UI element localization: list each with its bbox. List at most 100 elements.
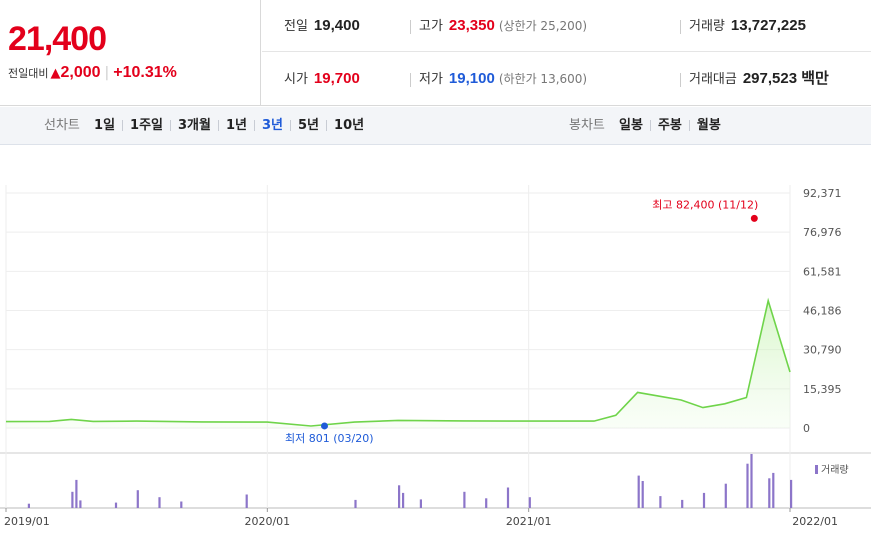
candle-tab-2[interactable]: 주봉 (657, 118, 682, 133)
volume-bar (768, 478, 771, 508)
toolbar-divider (290, 120, 292, 131)
volume-bar (641, 481, 644, 508)
volume-bar (772, 472, 775, 508)
toolbar-divider (688, 120, 690, 131)
volume-bar (27, 503, 30, 508)
high-point (750, 214, 758, 222)
volume-bar (463, 491, 466, 508)
quote-row-2: 시가 19,700 저가 19,100 (하한가 13,600) 거래대금 297,52… (262, 53, 871, 105)
toolbar-divider (217, 120, 219, 131)
quote-value: 297,523 백만 (742, 70, 829, 87)
period-tab-1[interactable]: 1일 (94, 118, 116, 133)
chart-toolbar: 선차트 1일 1주일 3개월 1년 3년 5년 10년 봉차트 일봉 주봉 월봉 (0, 107, 871, 145)
cell-divider (680, 19, 681, 34)
change-percent: +10.31% (113, 64, 177, 81)
quote-cell-low: 저가 19,100 (하한가 13,600) (410, 53, 587, 105)
low-label: 최저 801 (03/20) (285, 432, 374, 445)
y-tick-label: 0 (803, 422, 810, 435)
quote-key: 전일 (284, 19, 308, 34)
quote-value: 19,100 (448, 70, 495, 87)
quote-cell-prev-close: 전일 19,400 (284, 0, 360, 52)
volume-bar (75, 479, 78, 508)
volume-bar (702, 492, 706, 508)
quote-sub: (상한가 25,200) (498, 19, 588, 33)
volume-legend-label: 거래량 (821, 464, 849, 476)
price-chart: 92,371 76,976 61,581 46,186 30,790 15,395 0 최고… (0, 185, 871, 528)
period-tab-5[interactable]: 3년 (262, 118, 284, 133)
period-tab-3[interactable]: 3개월 (178, 118, 211, 133)
quote-value: 13,727,225 (730, 17, 806, 34)
y-tick-label: 61,581 (803, 265, 842, 278)
period-tab-7[interactable]: 10년 (334, 118, 365, 133)
price-area (6, 300, 790, 428)
quote-cell-high: 고가 23,350 (상한가 25,200) (410, 0, 587, 52)
quote-value: 19,700 (313, 70, 360, 87)
volume-bar (398, 485, 401, 508)
y-tick-label: 15,395 (803, 383, 842, 396)
volume-bar (245, 494, 248, 508)
quote-key: 고가 (419, 19, 443, 34)
chart-grid (0, 185, 871, 509)
volume-bar (485, 498, 488, 508)
volume-bar (71, 491, 74, 508)
y-axis: 92,371 76,976 61,581 46,186 30,790 15,395 0 (803, 187, 842, 435)
price-change: 전일대비 ▲2,000 | +10.31% (8, 64, 177, 82)
candle-chart-periods: 봉차트 일봉 주봉 월봉 (569, 107, 721, 145)
line-chart-periods: 선차트 1일 1주일 3개월 1년 3년 5년 10년 (44, 107, 364, 145)
quote-value: 23,350 (448, 17, 495, 34)
candle-chart-title: 봉차트 (569, 118, 605, 133)
period-tab-2[interactable]: 1주일 (130, 118, 164, 133)
volume-bar (659, 496, 662, 508)
cell-divider (410, 19, 411, 34)
quote-grid: 전일 19,400 고가 23,350 (상한가 25,200) 거래량 13,727,… (262, 0, 871, 106)
change-separator: | (104, 65, 110, 81)
quote-header: 21,400 전일대비 ▲2,000 | +10.31% 전일 19,400 고가 23,… (0, 0, 871, 106)
y-tick-label: 76,976 (803, 226, 842, 239)
period-tab-4[interactable]: 1년 (225, 118, 247, 133)
candle-tab-3[interactable]: 월봉 (696, 118, 721, 133)
quote-cell-volume: 거래량 13,727,225 (680, 0, 806, 52)
toolbar-divider (649, 120, 651, 131)
volume-bar (136, 490, 139, 508)
change-label: 전일대비 (8, 67, 49, 80)
volume-bar (681, 499, 684, 508)
quote-row-1: 전일 19,400 고가 23,350 (상한가 25,200) 거래량 13,727,… (262, 0, 871, 52)
line-chart-title: 선차트 (44, 118, 80, 133)
toolbar-divider (122, 120, 124, 131)
quote-key: 거래량 (689, 19, 725, 34)
toolbar-divider (170, 120, 172, 131)
y-tick-label: 46,186 (803, 305, 842, 318)
quote-key: 저가 (419, 72, 443, 87)
change-amount: 2,000 (60, 64, 101, 81)
volume-bar (354, 499, 357, 508)
quote-cell-turnover: 거래대금 297,523 백만 (680, 53, 829, 105)
volume-bar (746, 463, 749, 508)
y-tick-label: 30,790 (803, 344, 842, 357)
quote-sub: (하한가 13,600) (498, 72, 588, 86)
volume-bar (637, 475, 640, 508)
quote-key: 시가 (284, 72, 308, 87)
volume-bar (750, 454, 753, 508)
up-triangle-icon: ▲ (50, 66, 61, 81)
high-label: 최고 82,400 (11/12) (652, 198, 758, 211)
volume-bar (790, 479, 793, 508)
x-tick-label: 2020/01 (244, 515, 290, 528)
x-axis: 2019/01 2020/01 2021/01 2022/01 (4, 508, 838, 528)
toolbar-divider (326, 120, 328, 131)
x-tick-label: 2019/01 (4, 515, 50, 528)
x-tick-label: 2021/01 (506, 515, 552, 528)
volume-bar (419, 499, 422, 508)
volume-bar (114, 502, 118, 508)
x-tick-label: 2022/01 (792, 515, 838, 528)
candle-tab-1[interactable]: 일봉 (619, 118, 643, 133)
volume-bar (528, 497, 531, 508)
toolbar-divider (254, 120, 255, 131)
price-line (5, 297, 791, 427)
volume-bar (506, 487, 510, 508)
volume-legend-swatch (815, 465, 818, 474)
volume-bar (402, 492, 405, 508)
extreme-markers: 최고 82,400 (11/12) 최저 801 (03/20) (285, 198, 758, 445)
cell-divider (410, 72, 411, 87)
period-tab-6[interactable]: 5년 (298, 118, 320, 133)
